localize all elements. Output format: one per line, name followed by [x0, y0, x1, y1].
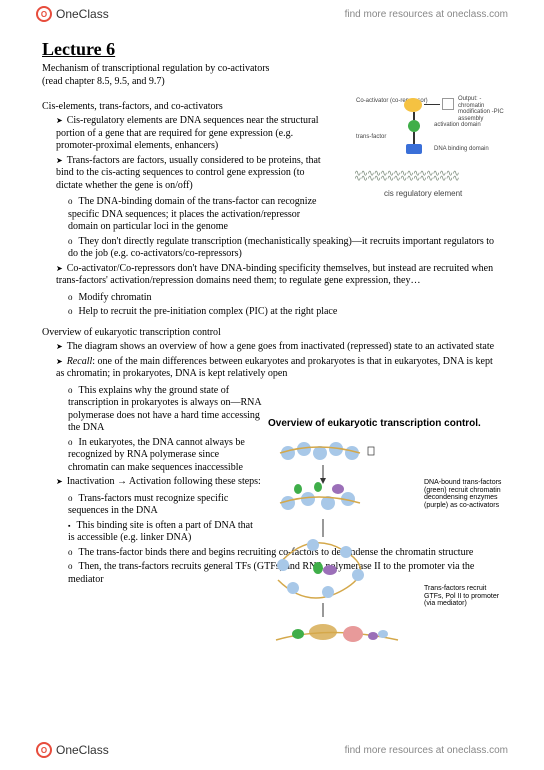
sub-bullet: Modify chromatin	[68, 292, 502, 305]
bullet: Recall: one of the main differences betw…	[56, 356, 502, 381]
header-tagline: find more resources at oneclass.com	[345, 9, 508, 20]
sub-bullet: Help to recruit the pre-initiation compl…	[68, 306, 502, 319]
bullet: Trans-factors are factors, usually consi…	[56, 155, 332, 193]
logo-icon: O	[36, 742, 52, 758]
sub-bullet: This explains why the ground state of tr…	[68, 385, 262, 435]
chromatin-illustration	[268, 435, 418, 665]
section-2-wrapped: This explains why the ground state of tr…	[42, 385, 262, 545]
bullet: Cis-regulatory elements are DNA sequence…	[56, 115, 332, 153]
callout-co-activators: DNA-bound trans-factors (green) recruit …	[424, 479, 502, 510]
shape-dna: ∿∿∿∿∿∿∿∿∿∿∿∿∿∿∿∿	[354, 173, 459, 184]
connector-line	[413, 112, 415, 120]
shape-dna-binding-domain	[406, 144, 422, 154]
label-activation-domain: activation domain	[434, 122, 481, 129]
shape-activation-domain	[408, 120, 420, 132]
page-header: O OneClass find more resources at onecla…	[0, 0, 544, 28]
read-note: (read chapter 8.5, 9.5, and 9.7)	[42, 76, 502, 89]
arrow-icon	[424, 104, 440, 105]
logo: O OneClass	[36, 742, 109, 758]
figure-coactivator-diagram: Co-activator (co-repressor) Output: -chr…	[354, 98, 504, 218]
logo-text: OneClass	[56, 7, 109, 21]
callout-gtfs: Trans-factors recruit GTFs, Pol II to pr…	[424, 585, 502, 608]
sub-sub-bullet: This binding site is often a part of DNA…	[68, 520, 262, 545]
footer-tagline: find more resources at oneclass.com	[345, 745, 508, 756]
shape-coactivator	[404, 98, 422, 112]
label-dna-binding: DNA binding domain	[434, 146, 489, 153]
logo-text: OneClass	[56, 743, 109, 757]
bullet: Inactivation → Activation following thes…	[56, 476, 262, 489]
sub-bullet: In eukaryotes, the DNA cannot always be …	[68, 437, 262, 475]
subtitle: Mechanism of transcriptional regulation …	[42, 63, 502, 76]
connector-line	[413, 132, 415, 144]
shape-output-box	[442, 98, 454, 110]
lecture-title: Lecture 6	[42, 38, 502, 61]
figure-transcription-overview: Overview of eukaryotic transcription con…	[268, 418, 508, 678]
page-footer: O OneClass find more resources at onecla…	[0, 736, 544, 764]
bullet-text: : one of the main differences between eu…	[56, 356, 493, 380]
figure-2-title: Overview of eukaryotic transcription con…	[268, 418, 508, 429]
sub-bullet: The DNA-binding domain of the trans-fact…	[68, 196, 332, 234]
label-trans-factor: trans-factor	[356, 134, 386, 141]
recall-label: Recall	[67, 356, 93, 367]
sub-bullet: They don't directly regulate transcripti…	[68, 236, 502, 261]
logo: O OneClass	[36, 6, 109, 22]
bullet: Co-activator/Co-repressors don't have DN…	[56, 263, 502, 288]
label-cis-element: cis regulatory element	[384, 190, 462, 199]
sub-bullet: Trans-factors must recognize specific se…	[68, 493, 262, 518]
label-output: Output: -chromatin modification -PIC ass…	[458, 96, 504, 122]
section-1-wrapped: Cis-regulatory elements are DNA sequence…	[42, 115, 332, 234]
bullet: The diagram shows an overview of how a g…	[56, 341, 502, 354]
section-2-heading: Overview of eukaryotic transcription con…	[42, 327, 502, 340]
logo-icon: O	[36, 6, 52, 22]
